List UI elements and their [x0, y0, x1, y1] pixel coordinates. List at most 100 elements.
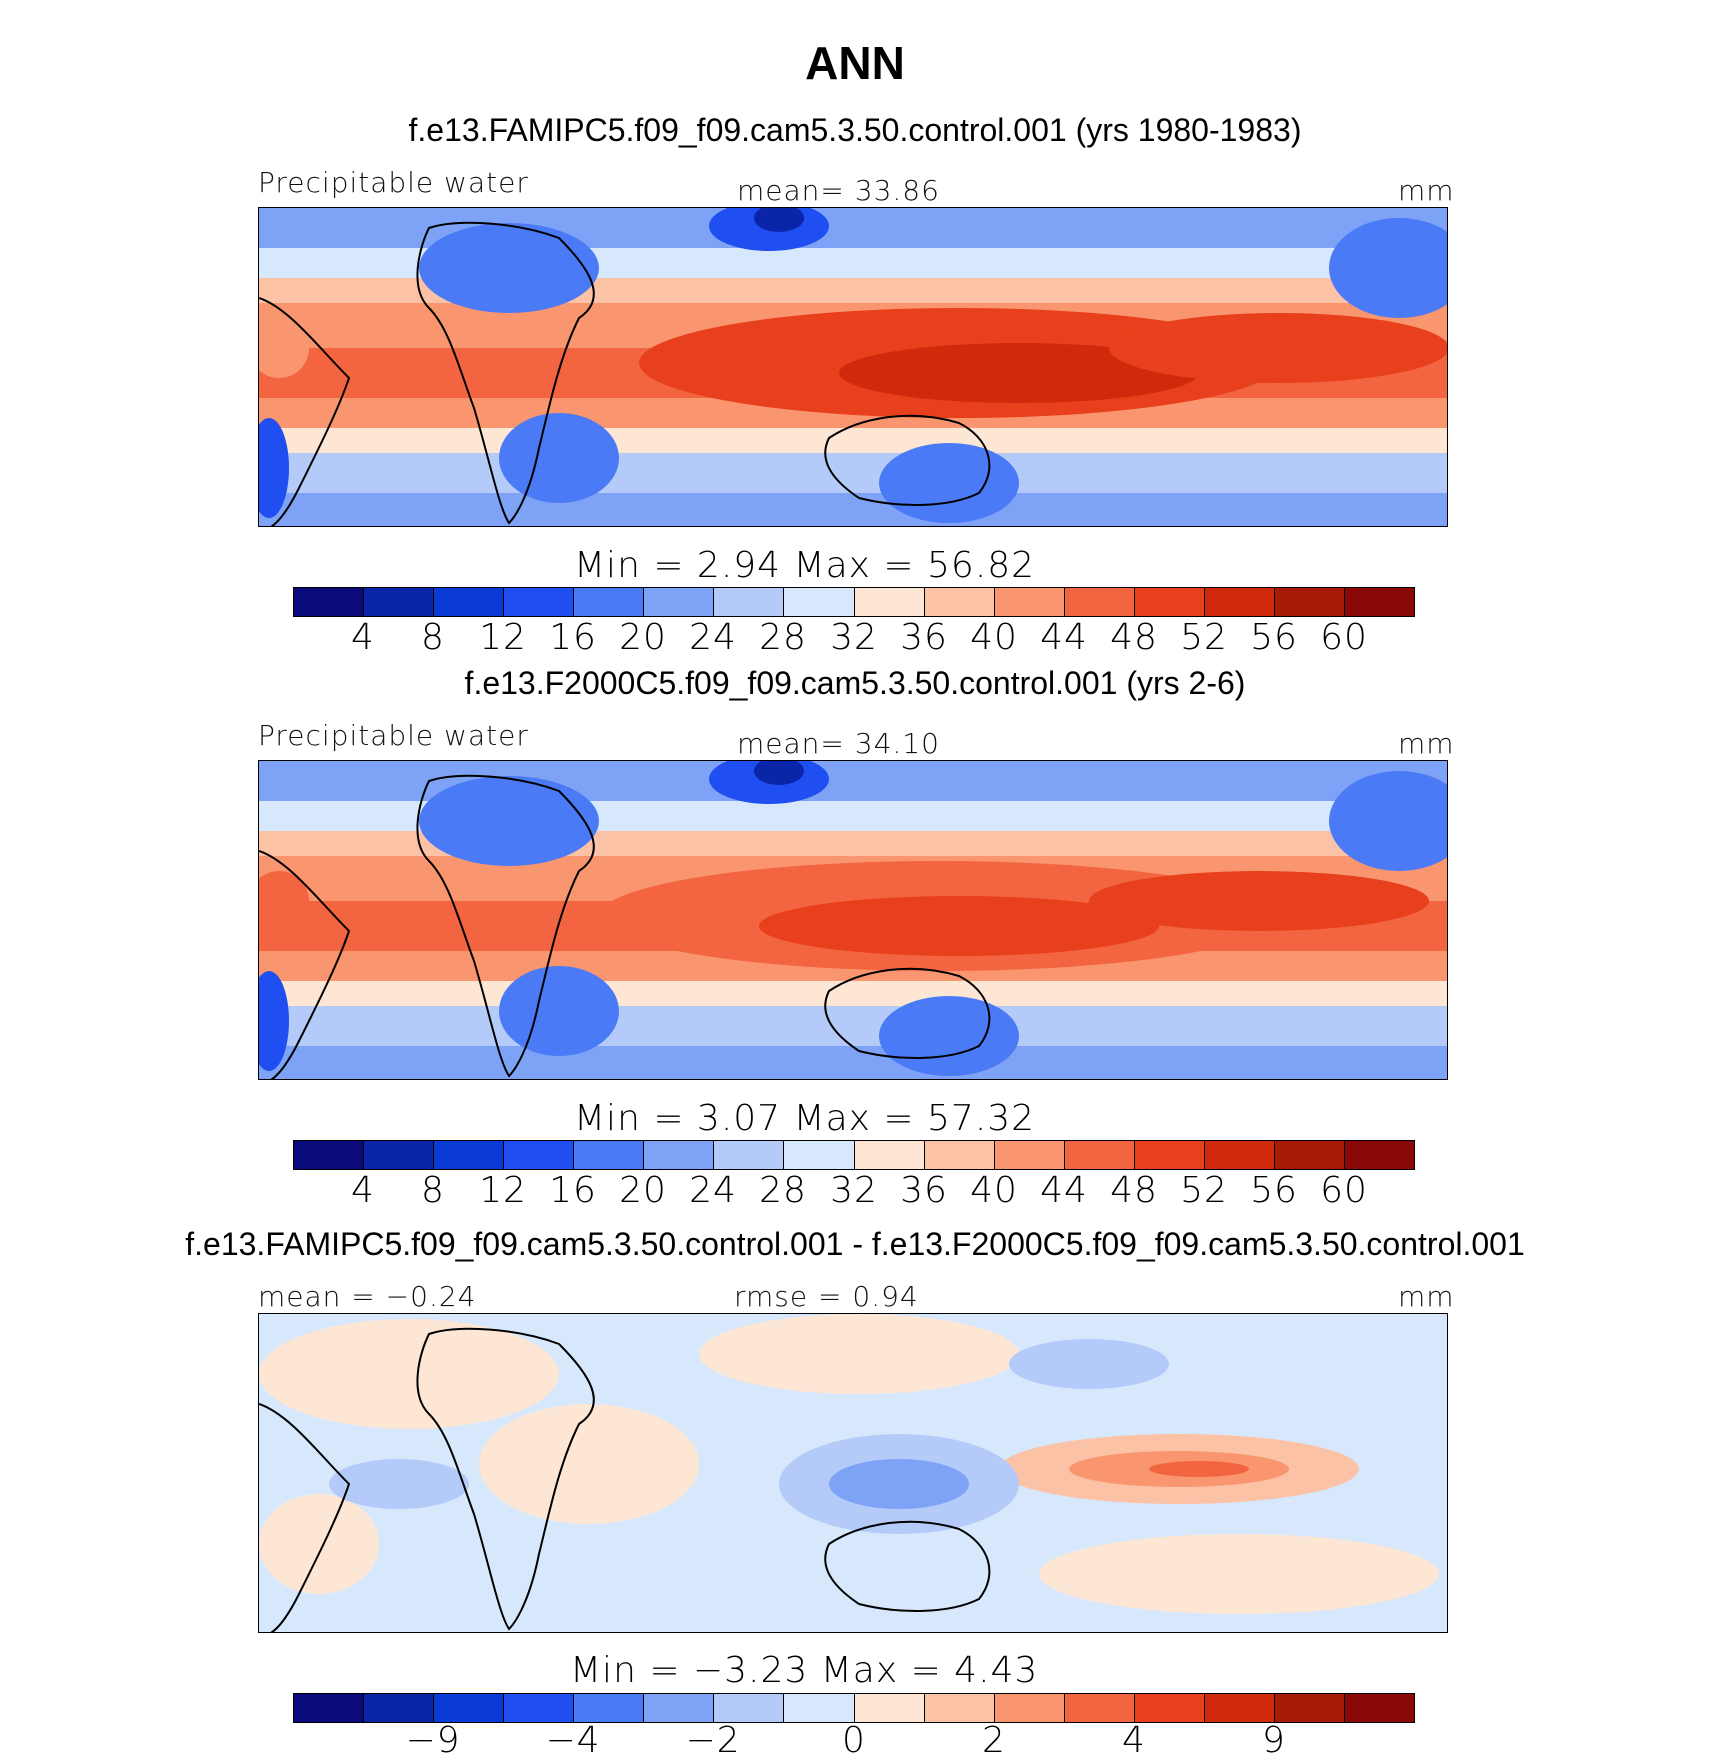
- colorbar-swatch: [504, 1694, 575, 1722]
- colorbar-tick: 60: [1320, 617, 1368, 658]
- panel3-rmse-label: rmse = 0.94: [734, 1280, 919, 1313]
- panel2-mean-label: mean= 34.10: [737, 727, 940, 760]
- colorbar-swatch: [714, 1694, 785, 1722]
- colorbar-tick: 24: [689, 1170, 737, 1211]
- panel2-case-title: f.e13.F2000C5.f09_f09.cam5.3.50.control.…: [464, 665, 1246, 701]
- figure-title: ANN: [805, 37, 905, 89]
- colorbar-swatch: [294, 588, 365, 616]
- colorbar-swatch: [434, 588, 505, 616]
- colorbar-swatch: [504, 588, 575, 616]
- colorbar-swatch: [574, 588, 645, 616]
- colorbar-tick: 16: [549, 1170, 597, 1211]
- panel3-map-svg: [259, 1314, 1447, 1632]
- colorbar-tick: 12: [479, 617, 527, 658]
- colorbar-swatch: [574, 1694, 645, 1722]
- colorbar-swatch: [784, 1141, 855, 1169]
- colorbar-swatch: [434, 1694, 505, 1722]
- colorbar-swatch: [644, 1694, 715, 1722]
- panel3-map: [258, 1313, 1448, 1633]
- colorbar-tick: 0: [842, 1720, 866, 1761]
- colorbar-swatch: [784, 588, 855, 616]
- colorbar-swatch: [1344, 1694, 1414, 1722]
- colorbar-swatch: [434, 1141, 505, 1169]
- panel3-minmax: Min = −3.23 Max = 4.43: [570, 1650, 1039, 1691]
- colorbar-tick: 44: [1040, 1170, 1088, 1211]
- colorbar-tick: 4: [351, 1170, 375, 1211]
- colorbar-swatch: [994, 1141, 1065, 1169]
- colorbar-tick: 2: [982, 1720, 1006, 1761]
- panel2-minmax: Min = 3.07 Max = 57.32: [574, 1098, 1036, 1139]
- colorbar-swatch: [1204, 1694, 1275, 1722]
- colorbar-tick: 16: [549, 617, 597, 658]
- colorbar-swatch: [1204, 1141, 1275, 1169]
- colorbar-swatch: [784, 1694, 855, 1722]
- panel1-mean-label: mean= 33.86: [737, 174, 940, 207]
- colorbar-swatch: [994, 588, 1065, 616]
- panel1-map-svg: [259, 208, 1447, 526]
- colorbar-swatch: [1064, 1141, 1135, 1169]
- panel2-map: [258, 760, 1448, 1080]
- colorbar-swatch: [504, 1141, 575, 1169]
- colorbar-tick: 32: [830, 617, 878, 658]
- colorbar-tick: 52: [1180, 1170, 1228, 1211]
- panel2-variable-label: Precipitable water: [258, 719, 529, 752]
- colorbar-tick: −9: [405, 1720, 461, 1761]
- colorbar-tick: 20: [619, 617, 667, 658]
- colorbar-tick: 4: [1122, 1720, 1146, 1761]
- colorbar-swatch: [924, 1694, 995, 1722]
- colorbar-swatch: [364, 1141, 435, 1169]
- panel1-case-title: f.e13.FAMIPC5.f09_f09.cam5.3.50.control.…: [408, 112, 1302, 148]
- colorbar-swatch: [714, 1141, 785, 1169]
- colorbar-tick: 12: [479, 1170, 527, 1211]
- colorbar-swatch: [364, 588, 435, 616]
- panel2-units-label: mm: [1398, 727, 1455, 760]
- colorbar-swatch: [364, 1694, 435, 1722]
- colorbar-swatch: [714, 588, 785, 616]
- colorbar-tick: 20: [619, 1170, 667, 1211]
- colorbar-tick: 4: [351, 617, 375, 658]
- colorbar-tick: −4: [545, 1720, 601, 1761]
- colorbar-tick: 28: [759, 617, 807, 658]
- colorbar-swatch: [854, 1141, 925, 1169]
- colorbar-swatch: [1274, 1694, 1345, 1722]
- colorbar-tick: 28: [759, 1170, 807, 1211]
- panel2-map-svg: [259, 761, 1447, 1079]
- colorbar-swatch: [1274, 1141, 1345, 1169]
- colorbar-tick: 8: [421, 1170, 445, 1211]
- colorbar-swatch: [1344, 1141, 1414, 1169]
- colorbar-tick: 9: [1262, 1720, 1286, 1761]
- colorbar-swatch: [294, 1141, 365, 1169]
- colorbar-tick: 32: [830, 1170, 878, 1211]
- colorbar-tick: 36: [900, 1170, 948, 1211]
- colorbar-swatch: [644, 1141, 715, 1169]
- colorbar-swatch: [644, 588, 715, 616]
- colorbar-tick: 52: [1180, 617, 1228, 658]
- colorbar-tick: 56: [1250, 1170, 1298, 1211]
- colorbar-swatch: [1134, 588, 1205, 616]
- colorbar-swatch: [854, 1694, 925, 1722]
- colorbar-swatch: [924, 1141, 995, 1169]
- panel1-colorbar: [293, 587, 1415, 617]
- colorbar-swatch: [1064, 1694, 1135, 1722]
- colorbar-tick: 56: [1250, 617, 1298, 658]
- colorbar-swatch: [1274, 588, 1345, 616]
- colorbar-tick: 60: [1320, 1170, 1368, 1211]
- colorbar-tick: 48: [1110, 617, 1158, 658]
- colorbar-swatch: [994, 1694, 1065, 1722]
- colorbar-swatch: [1134, 1694, 1205, 1722]
- panel2-colorbar: [293, 1140, 1415, 1170]
- panel1-map: [258, 207, 1448, 527]
- colorbar-swatch: [1134, 1141, 1205, 1169]
- panel1-units-label: mm: [1398, 174, 1455, 207]
- colorbar-tick: 44: [1040, 617, 1088, 658]
- colorbar-swatch: [854, 588, 925, 616]
- panel3-mean-label: mean = −0.24: [258, 1280, 477, 1313]
- colorbar-swatch: [1204, 588, 1275, 616]
- panel3-units-label: mm: [1398, 1280, 1455, 1313]
- colorbar-swatch: [1064, 588, 1135, 616]
- colorbar-swatch: [1344, 588, 1414, 616]
- colorbar-tick: 24: [689, 617, 737, 658]
- colorbar-tick: 48: [1110, 1170, 1158, 1211]
- panel3-colorbar: [293, 1693, 1415, 1723]
- colorbar-swatch: [574, 1141, 645, 1169]
